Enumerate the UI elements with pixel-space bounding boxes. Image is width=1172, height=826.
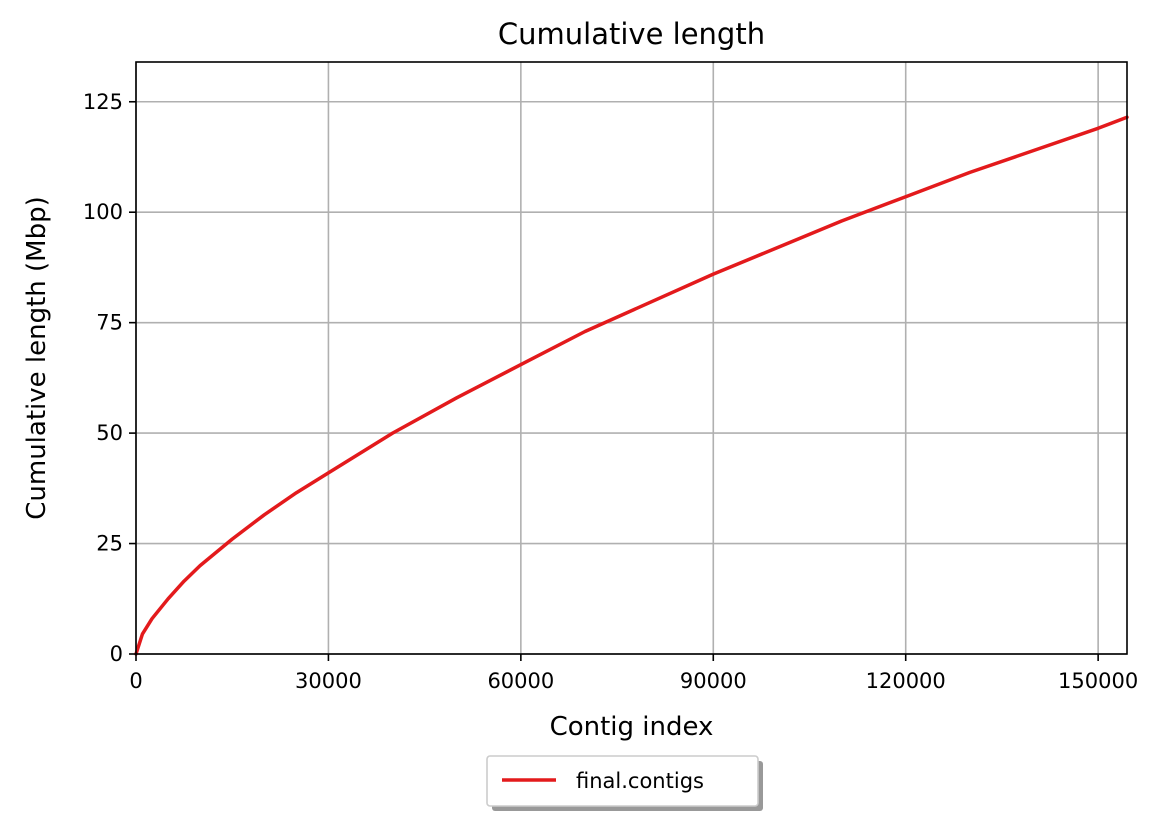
plot-frame: [135, 61, 1128, 655]
x-tick-label: 90000: [680, 669, 747, 693]
x-tick-label: 120000: [866, 669, 946, 693]
series-layer: [134, 115, 1129, 656]
axis-ticks: 0 30000 60000 90000 120000 150000 0 25 50 75 100 12…: [83, 90, 1138, 693]
y-tick-label: 75: [96, 311, 123, 335]
y-tick-label: 25: [96, 532, 123, 556]
x-tick-label: 0: [129, 669, 142, 693]
legend: final.contigs: [486, 755, 763, 811]
series-line-final-contigs: [134, 115, 1129, 656]
y-tick-label: 125: [83, 90, 123, 114]
legend-box: [486, 755, 759, 807]
y-axis-label: Cumulative length (Mbp): [22, 196, 52, 520]
y-tick-label: 0: [110, 642, 123, 666]
x-axis-label: Contig index: [550, 712, 714, 742]
grid-lines: [135, 62, 1127, 655]
legend-label-final-contigs: final.contigs: [576, 769, 704, 793]
x-tick-label: 60000: [487, 669, 554, 693]
x-tick-label: 30000: [295, 669, 362, 693]
y-tick-label: 100: [83, 200, 123, 224]
chart-title: Cumulative length: [498, 17, 765, 51]
x-tick-label: 150000: [1058, 669, 1138, 693]
y-tick-label: 50: [96, 421, 123, 445]
